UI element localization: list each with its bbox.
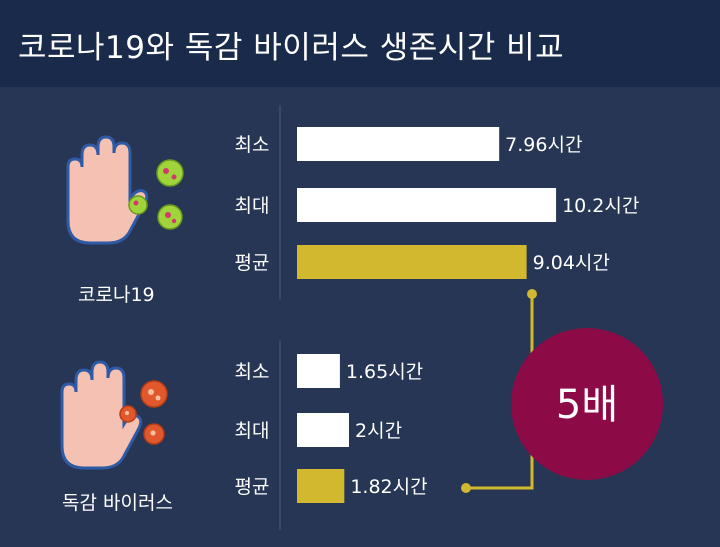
value-label: 7.96시간 [505,134,582,156]
bar [297,127,500,161]
group-label-covid: 코로나19 [78,284,155,306]
header: 코로나19와 독감 바이러스 생존시간 비교 [0,0,720,87]
page-title: 코로나19와 독감 바이러스 생존시간 비교 [18,30,565,66]
connector-dot [461,483,471,493]
value-label: 1.65시간 [346,361,423,383]
value-label: 1.82시간 [350,476,427,498]
category-label: 평균 [235,252,270,274]
category-label: 평균 [235,476,270,498]
value-label: 2시간 [355,420,402,442]
bar [297,469,345,503]
connector-dot [527,289,537,299]
category-label: 최소 [235,134,270,156]
group-label-flu: 독감 바이러스 [62,492,173,514]
bar [297,413,349,447]
hand-stop-red-virus-icon [54,358,184,482]
ratio-circle [511,328,663,480]
category-label: 최대 [235,195,270,217]
bar [297,245,527,279]
category-label: 최소 [235,361,270,383]
bar [297,354,340,388]
hand-stop-green-virus-icon [58,133,198,257]
category-label: 최대 [235,420,270,442]
bar [297,188,557,222]
value-label: 9.04시간 [533,252,610,274]
ratio-label: 5배 [556,382,618,428]
value-label: 10.2시간 [562,195,639,217]
